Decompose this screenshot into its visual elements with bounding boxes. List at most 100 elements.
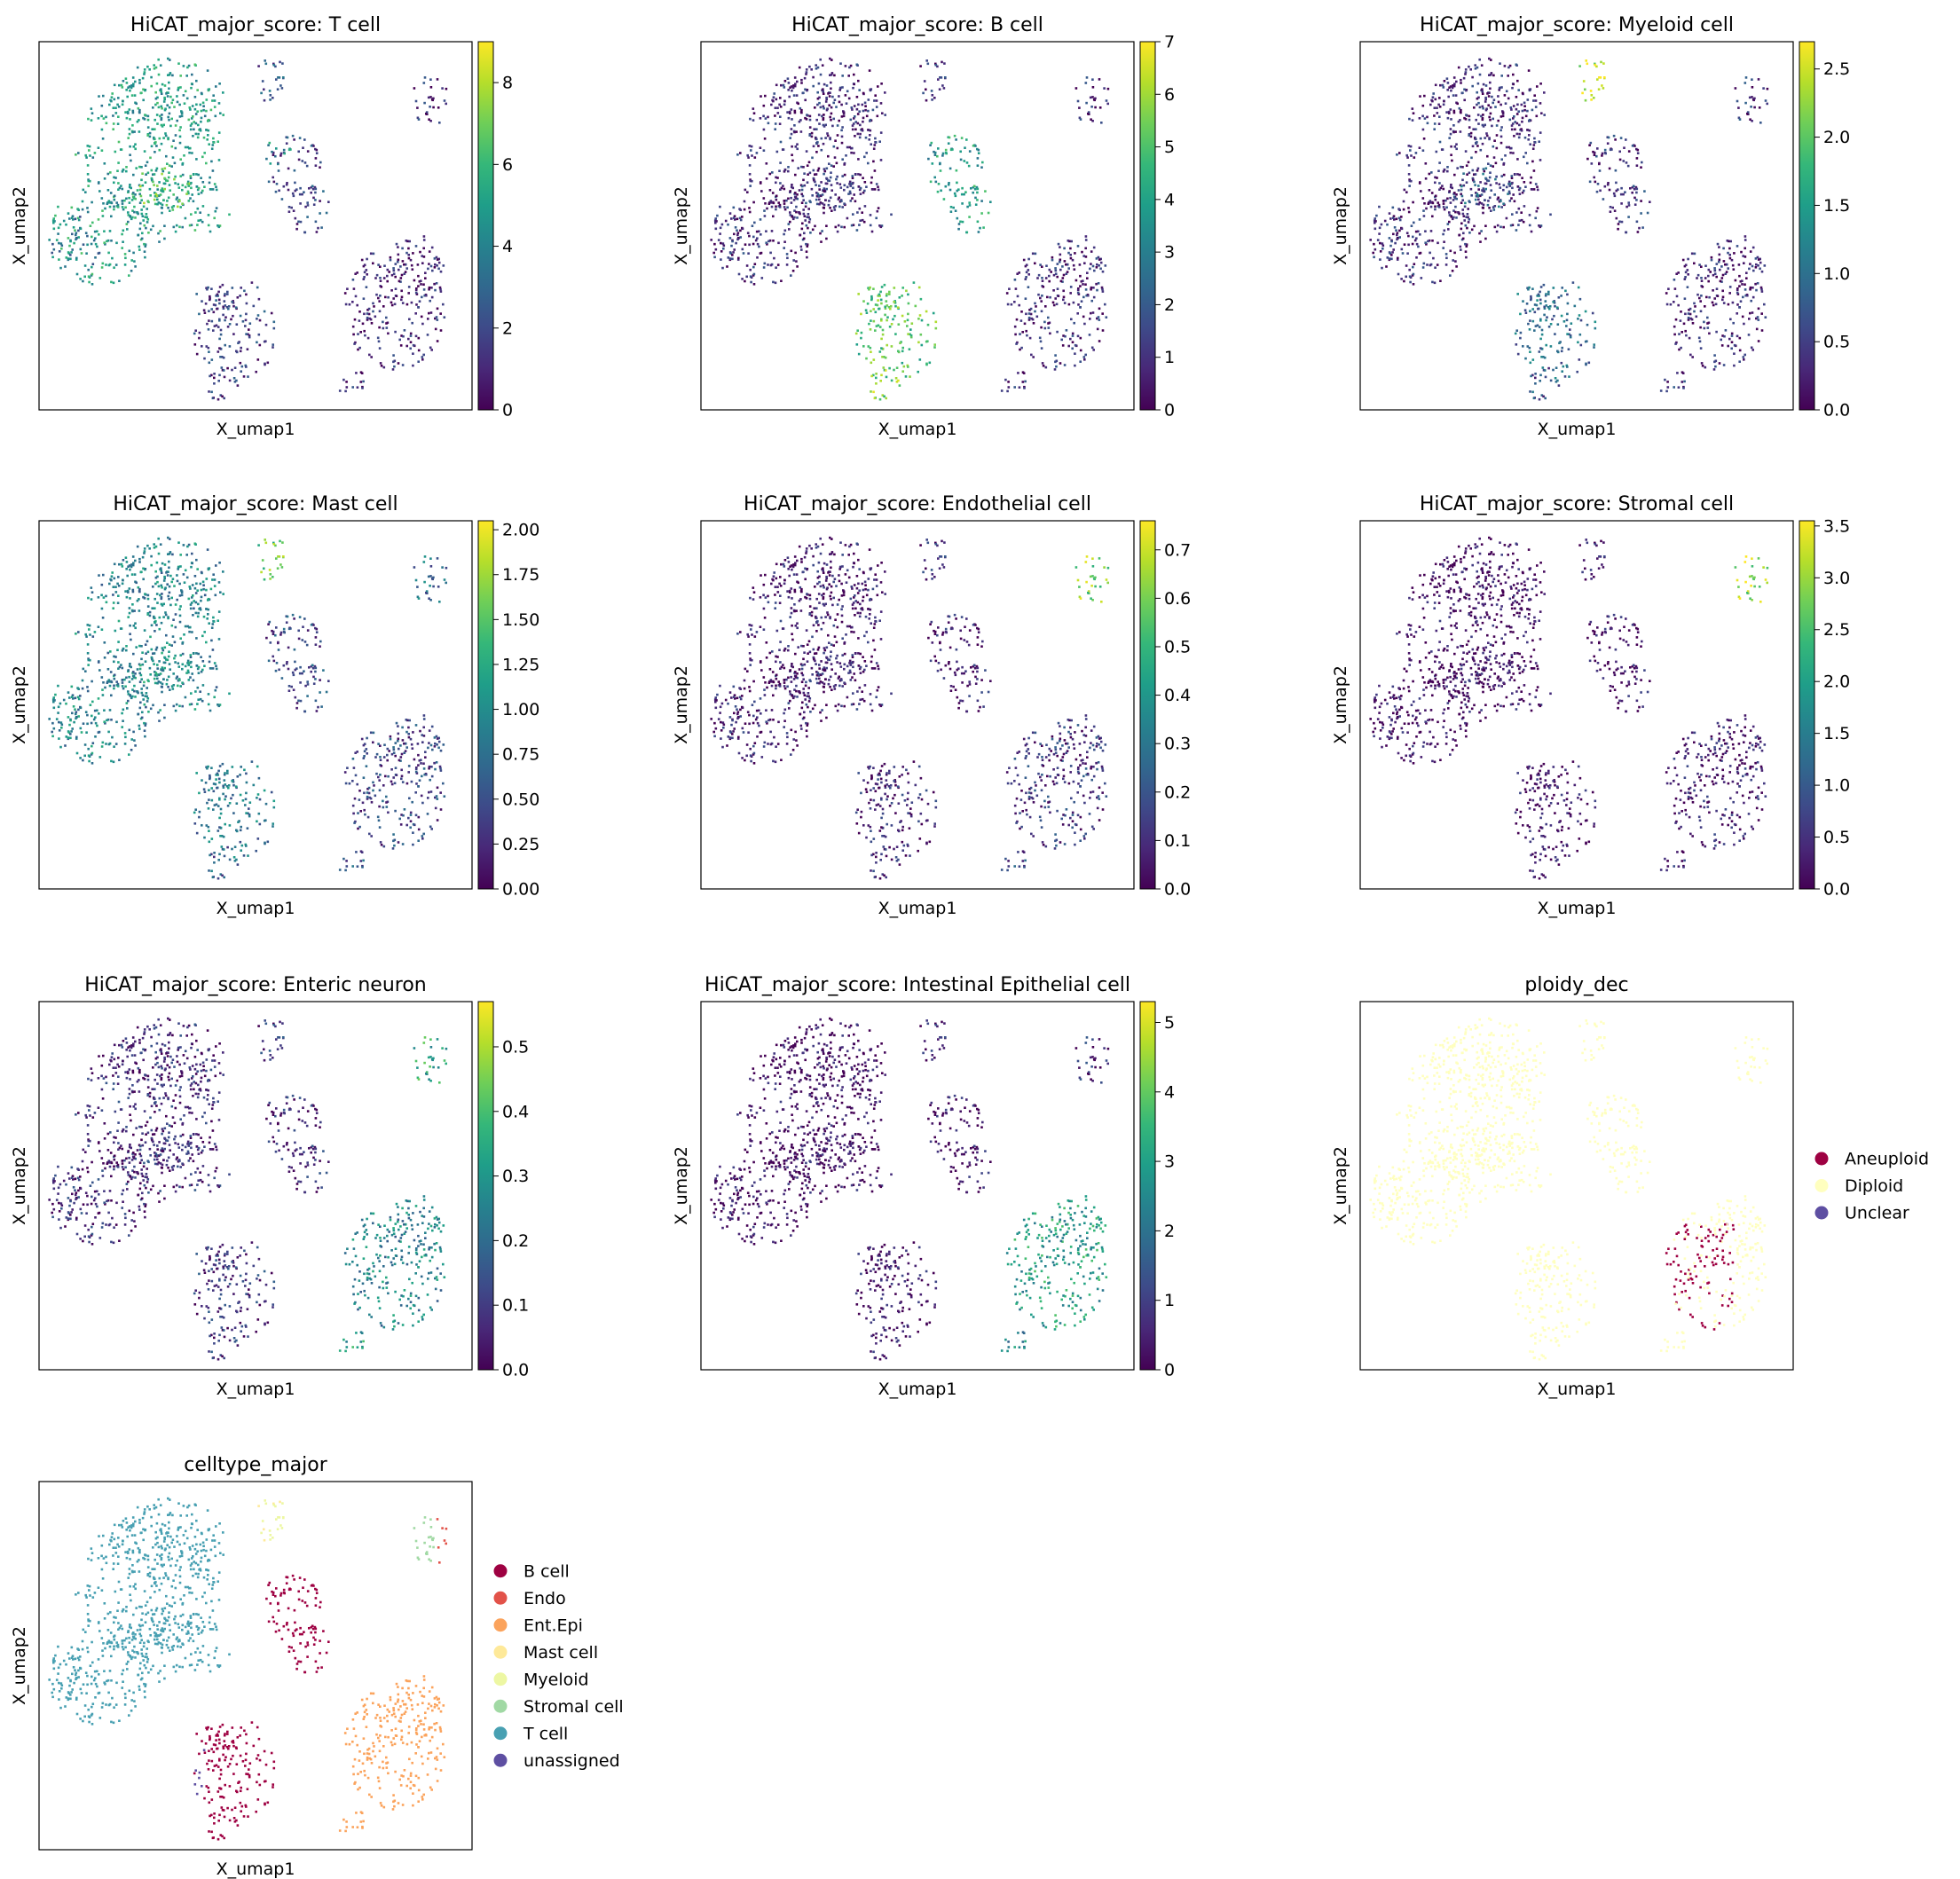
scatter-point xyxy=(218,83,221,85)
scatter-point xyxy=(201,634,204,638)
scatter-point xyxy=(1481,142,1484,145)
scatter-point xyxy=(1631,145,1634,147)
scatter-point xyxy=(1529,181,1532,185)
scatter-point xyxy=(1461,199,1464,201)
scatter-point xyxy=(122,229,125,232)
scatter-point xyxy=(752,274,755,277)
scatter-point xyxy=(390,303,394,307)
scatter-point xyxy=(153,673,157,677)
scatter-point xyxy=(949,206,953,208)
scatter-point xyxy=(1518,173,1521,177)
scatter-point xyxy=(200,595,203,599)
scatter-point xyxy=(213,183,216,185)
scatter-point xyxy=(1751,246,1755,249)
scatter-point xyxy=(841,175,844,177)
scatter-point xyxy=(1098,318,1101,321)
scatter-point xyxy=(195,158,198,161)
scatter-point xyxy=(1038,336,1042,340)
scatter-point xyxy=(1752,269,1755,272)
scatter-point xyxy=(830,118,832,122)
scatter-point xyxy=(765,177,768,180)
scatter-point xyxy=(1659,389,1663,392)
scatter-point xyxy=(138,165,141,169)
scatter-point xyxy=(209,108,213,112)
scatter-point xyxy=(1397,256,1399,260)
scatter-point xyxy=(838,205,841,208)
scatter-point xyxy=(1099,261,1103,264)
scatter-point xyxy=(1626,164,1630,168)
scatter-point xyxy=(1428,189,1431,192)
scatter-point xyxy=(841,75,844,77)
scatter-point xyxy=(861,128,863,130)
scatter-point xyxy=(118,759,121,761)
scatter-point xyxy=(1430,192,1434,194)
scatter-point xyxy=(1461,91,1464,94)
scatter-point xyxy=(1422,262,1426,265)
scatter-point xyxy=(1429,230,1433,232)
scatter-point xyxy=(1052,303,1056,307)
scatter-point xyxy=(118,279,121,282)
scatter-point xyxy=(134,216,137,219)
scatter-point xyxy=(124,556,128,559)
scatter-point xyxy=(171,635,175,638)
scatter-point xyxy=(1543,91,1546,94)
scatter-point xyxy=(778,169,781,172)
scatter-point xyxy=(736,238,739,241)
scatter-point xyxy=(1086,277,1089,279)
scatter-point xyxy=(1378,232,1381,235)
scatter-point xyxy=(1476,194,1480,198)
scatter-point xyxy=(1458,106,1461,110)
scatter-point xyxy=(287,148,291,152)
scatter-point xyxy=(115,680,118,683)
scatter-point xyxy=(210,147,214,150)
scatter-point xyxy=(205,129,208,131)
scatter-point xyxy=(1452,111,1456,114)
scatter-point xyxy=(153,118,156,122)
scatter-point xyxy=(166,574,169,577)
scatter-point xyxy=(822,117,825,120)
scatter-point xyxy=(1449,108,1452,111)
scatter-point xyxy=(1498,200,1501,203)
scatter-point xyxy=(216,295,219,297)
scatter-point xyxy=(436,318,439,321)
scatter-point xyxy=(763,209,766,212)
scatter-point xyxy=(168,553,171,555)
scatter-point xyxy=(1396,233,1398,237)
scatter-point xyxy=(122,559,125,562)
scatter-point xyxy=(934,320,938,324)
scatter-point xyxy=(423,294,426,297)
scatter-point xyxy=(193,600,195,602)
scatter-point xyxy=(123,678,126,681)
scatter-point xyxy=(1716,242,1720,246)
scatter-point xyxy=(219,328,223,332)
scatter-point xyxy=(1704,264,1707,267)
scatter-point xyxy=(130,749,133,751)
scatter-point xyxy=(174,134,177,137)
scatter-point xyxy=(771,171,774,174)
scatter-point xyxy=(279,152,283,155)
scatter-point xyxy=(176,95,178,98)
scatter-point xyxy=(155,82,159,85)
scatter-point xyxy=(1500,115,1503,118)
scatter-point xyxy=(121,679,124,681)
scatter-point xyxy=(1452,94,1455,97)
scatter-point xyxy=(77,229,80,232)
scatter-point xyxy=(1061,277,1065,279)
scatter-point xyxy=(942,87,946,90)
scatter-point xyxy=(182,94,185,97)
scatter-point xyxy=(134,622,137,625)
scatter-point xyxy=(87,596,90,600)
scatter-point xyxy=(925,362,928,366)
scatter-point xyxy=(1091,311,1095,314)
scatter-point xyxy=(1431,280,1434,284)
scatter-point xyxy=(1700,265,1703,268)
scatter-point xyxy=(1074,279,1078,282)
scatter-point xyxy=(804,219,807,222)
scatter-point xyxy=(852,224,855,226)
scatter-point xyxy=(884,356,887,359)
scatter-point xyxy=(846,185,849,189)
scatter-point xyxy=(770,230,774,232)
scatter-point xyxy=(1488,74,1491,76)
scatter-point xyxy=(356,271,358,274)
scatter-point xyxy=(1407,173,1411,176)
